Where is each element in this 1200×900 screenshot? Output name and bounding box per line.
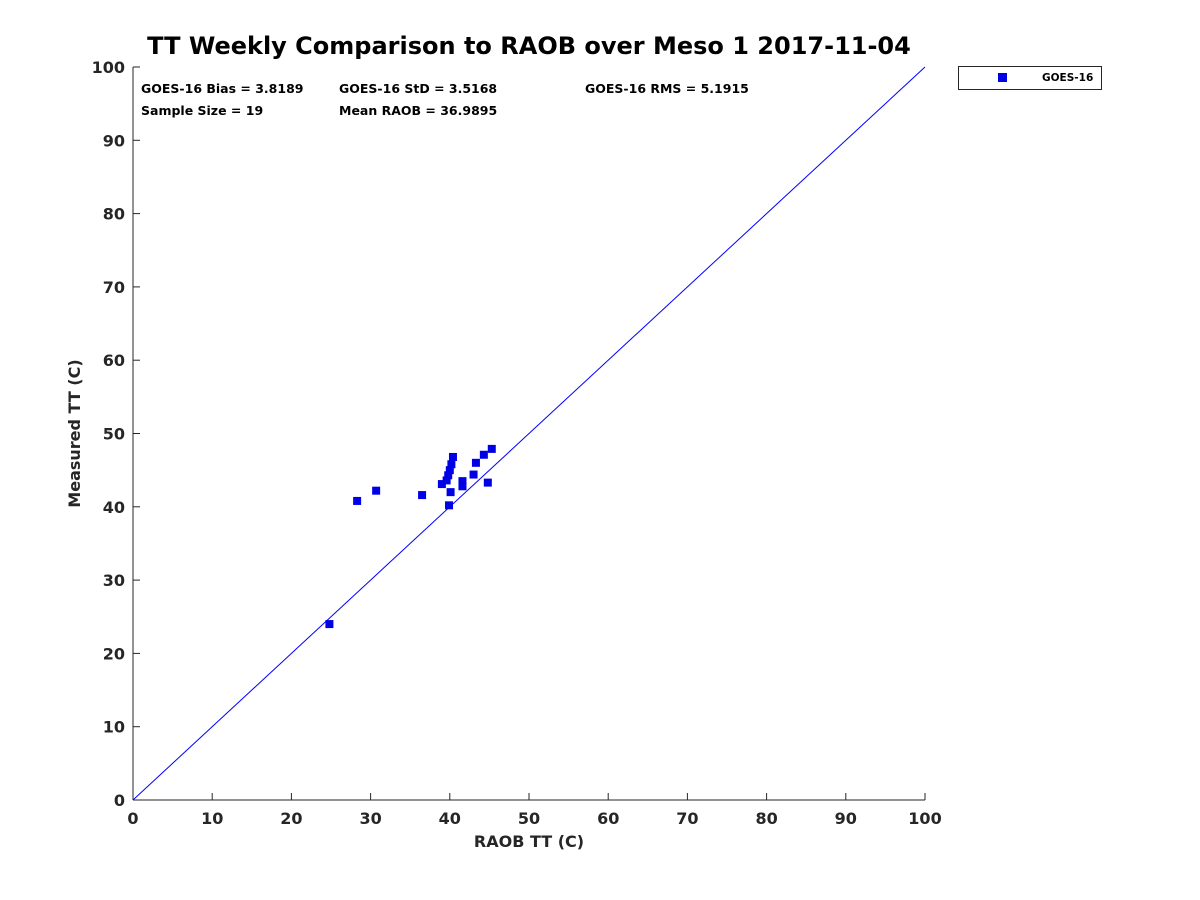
x-tick-label: 20 [280, 809, 302, 828]
y-ticks-group: 0 10 20 30 40 50 60 70 80 90 100 [92, 58, 140, 810]
legend-label-goes16: GOES-16 [1042, 72, 1093, 84]
data-point [448, 452, 457, 461]
data-point [447, 460, 456, 469]
chart-title: TT Weekly Comparison to RAOB over Meso 1… [147, 32, 911, 60]
y-tick-label: 40 [103, 498, 125, 517]
x-tick-label: 80 [755, 809, 777, 828]
x-tick-label: 60 [597, 809, 619, 828]
stat-mean-raob: Mean RAOB = 36.9895 [339, 103, 497, 118]
stat-bias: GOES-16 Bias = 3.8189 [141, 81, 303, 96]
y-axis-label: Measured TT (C) [65, 359, 84, 507]
data-point [437, 480, 446, 489]
data-point [418, 491, 427, 500]
data-point [487, 444, 496, 453]
x-ticks-group: 0 10 20 30 40 50 60 70 80 90 100 [127, 793, 942, 828]
one-to-one-line [132, 66, 926, 801]
data-point [325, 620, 334, 629]
data-points-group [325, 444, 496, 629]
data-point [458, 482, 467, 491]
legend-marker-goes16 [998, 73, 1007, 82]
data-point [372, 486, 381, 495]
x-tick-label: 90 [835, 809, 857, 828]
y-tick-label: 10 [103, 718, 125, 737]
x-tick-label: 50 [518, 809, 540, 828]
y-tick-label: 80 [103, 205, 125, 224]
data-point [446, 488, 455, 497]
data-point [353, 496, 362, 505]
x-tick-label: 10 [201, 809, 223, 828]
stat-sample-size: Sample Size = 19 [141, 103, 263, 118]
data-point [458, 477, 467, 486]
y-tick-label: 50 [103, 425, 125, 444]
x-tick-label: 100 [908, 809, 941, 828]
data-point [469, 470, 478, 479]
data-point [445, 466, 454, 475]
legend-box [958, 66, 1102, 90]
y-tick-label: 90 [103, 131, 125, 150]
y-tick-label: 70 [103, 278, 125, 297]
stat-rms: GOES-16 RMS = 5.1915 [585, 81, 749, 96]
data-point [471, 458, 480, 467]
y-tick-label: 60 [103, 351, 125, 370]
legend: GOES-16 [958, 66, 1102, 90]
x-tick-label: 30 [359, 809, 381, 828]
x-tick-label: 40 [439, 809, 461, 828]
stat-std: GOES-16 StD = 3.5168 [339, 81, 497, 96]
x-tick-label: 70 [676, 809, 698, 828]
reference-line-group [132, 66, 926, 801]
x-axis-label: RAOB TT (C) [474, 832, 584, 851]
data-point [444, 471, 453, 480]
y-tick-label: 30 [103, 571, 125, 590]
y-tick-label: 0 [114, 791, 125, 810]
data-point [445, 501, 454, 510]
x-tick-label: 0 [127, 809, 138, 828]
data-point [483, 478, 492, 487]
y-tick-label: 20 [103, 644, 125, 663]
data-point [479, 450, 488, 459]
y-tick-label: 100 [92, 58, 125, 77]
data-point [442, 476, 451, 485]
